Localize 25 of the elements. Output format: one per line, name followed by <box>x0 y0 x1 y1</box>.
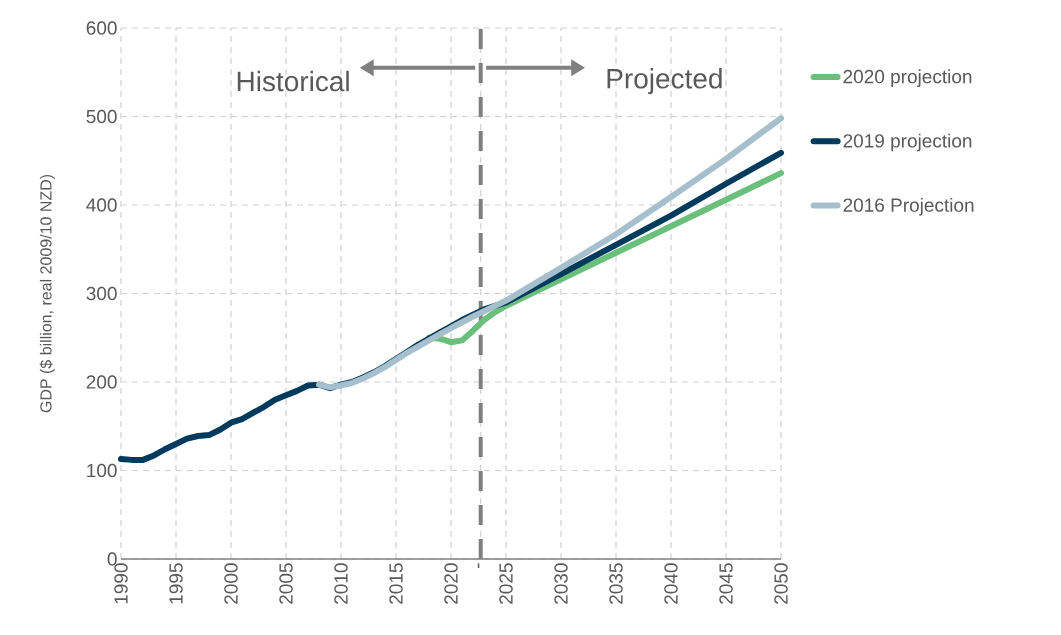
x-tick-label: - <box>477 563 480 569</box>
annotation: Historical <box>237 70 349 92</box>
x-tick-label: 2035 <box>609 563 623 604</box>
x-tick-label: 2015 <box>389 563 403 604</box>
legend-label: 2016 Projection <box>843 197 974 216</box>
x-tick-label: 2030 <box>554 563 568 604</box>
y-tick-label: 500 <box>86 109 117 124</box>
x-tick-label: 2025 <box>499 563 513 604</box>
x-tick-label: 2045 <box>719 563 733 604</box>
x-tick-label: 2040 <box>664 563 678 604</box>
x-tick-label: 1995 <box>169 563 183 604</box>
x-tick-label: 2005 <box>279 563 293 604</box>
x-tick-label: 2020 <box>444 563 458 604</box>
annotation: Projected <box>607 68 722 95</box>
y-axis-title: GDP ($ billion, real 2009/10 NZD) <box>39 174 55 413</box>
x-tick-label: 2010 <box>334 563 348 604</box>
legend-label: 2019 projection <box>843 133 972 152</box>
x-tick-label: 2000 <box>224 563 238 604</box>
y-tick-label: 100 <box>87 463 117 478</box>
legend-label: 2020 projection <box>843 69 972 88</box>
x-tick-label: 2050 <box>774 563 788 604</box>
y-tick-label: 300 <box>86 286 117 301</box>
y-tick-label: 200 <box>86 375 117 389</box>
y-tick-label: 600 <box>86 21 117 35</box>
y-tick-label: 400 <box>86 198 117 212</box>
